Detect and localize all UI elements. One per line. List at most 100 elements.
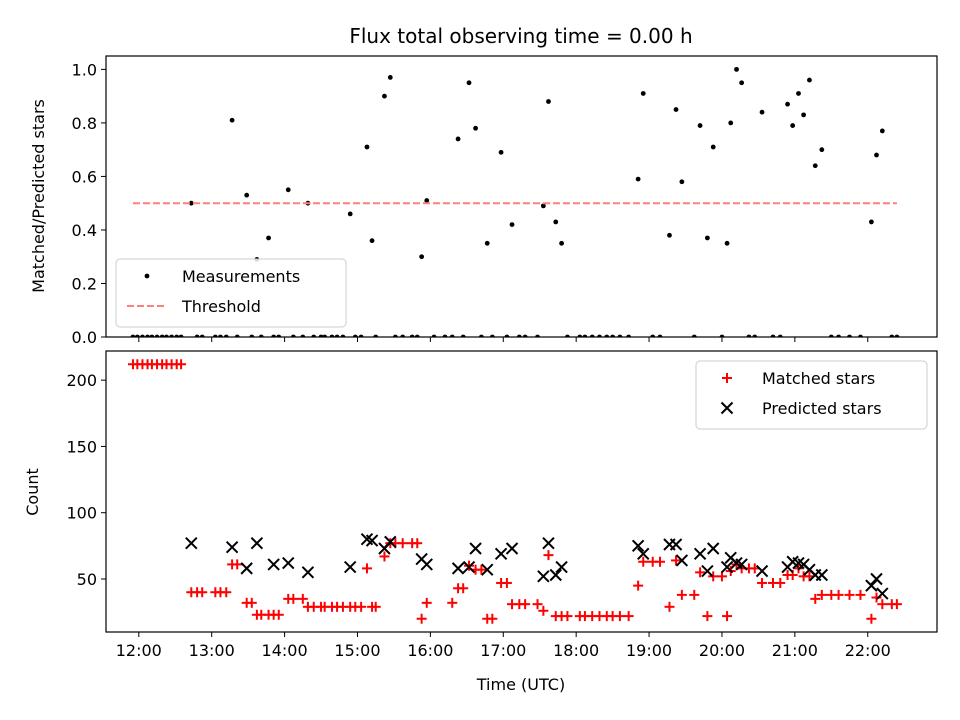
predicted-star-point <box>707 542 720 555</box>
measurement-point <box>697 123 703 128</box>
measurement-point <box>347 211 353 217</box>
bottom-plot-frame <box>105 350 938 633</box>
legend-box <box>115 258 347 328</box>
matched-star-point <box>810 593 821 604</box>
top-y-axis-label: Matched/Predicted stars <box>29 99 48 293</box>
matched-star-point <box>833 589 844 600</box>
x-tick-label: 22:00 <box>845 641 891 660</box>
matched-star-point <box>866 613 877 624</box>
x-tick-label: 18:00 <box>553 641 599 660</box>
x-tick-label: 19:00 <box>626 641 672 660</box>
x-axis-label: Time (UTC) <box>476 675 565 694</box>
x-tick-label: 14:00 <box>262 641 308 660</box>
matched-star-point <box>221 587 232 598</box>
matched-star-point <box>655 556 665 567</box>
matched-star-point <box>844 589 855 600</box>
measurement-point <box>667 232 672 238</box>
predicted-star-point <box>637 547 650 561</box>
y-tick-label: 100 <box>66 504 97 523</box>
y-tick-label: 0.6 <box>72 167 97 186</box>
legend-measurement-key <box>144 273 150 279</box>
matched-star-point <box>421 597 432 608</box>
matched-star-point <box>708 571 719 582</box>
matched-star-point <box>757 577 768 588</box>
measurement-point <box>364 144 370 150</box>
measurement-point <box>285 187 291 193</box>
matched-star-point <box>356 601 367 612</box>
bottom-y-axis-label: Count <box>23 468 42 516</box>
measurement-point <box>728 120 734 126</box>
measurement-point <box>874 152 879 158</box>
measurement-point <box>498 149 504 155</box>
chart-title: Flux total observing time = 0.00 h <box>349 24 692 48</box>
matched-star-point <box>197 587 208 598</box>
measurement-point <box>266 235 271 241</box>
matched-star-point <box>538 605 549 616</box>
measurement-point <box>759 109 765 115</box>
predicted-star-point <box>451 562 465 575</box>
matched-star-point <box>614 611 625 622</box>
measurement-point <box>640 91 646 96</box>
measurement-point <box>188 200 194 206</box>
legend-label: Predicted stars <box>762 399 882 418</box>
predicted-star-point <box>669 538 683 551</box>
matched-star-point <box>487 613 498 624</box>
matched-star-point <box>458 583 469 594</box>
predicted-star-point <box>365 534 379 547</box>
y-tick-label: 150 <box>66 437 97 456</box>
predicted-star-point <box>250 536 264 550</box>
measurement-point <box>724 240 730 246</box>
x-tick-label: 13:00 <box>189 641 235 660</box>
measurement-point <box>785 101 790 107</box>
y-tick-label: 0.0 <box>72 328 97 347</box>
matched-star-point <box>689 589 700 600</box>
measurement-point <box>484 240 490 246</box>
measurement-point <box>635 176 641 182</box>
predicted-star-point <box>870 572 883 586</box>
predicted-star-point <box>555 560 568 574</box>
matched-star-point <box>816 589 827 600</box>
matched-star-point <box>722 611 733 622</box>
measurement-point <box>704 235 710 241</box>
x-tick-label: 15:00 <box>334 641 380 660</box>
predicted-star-point <box>865 579 878 592</box>
measurement-point <box>546 99 551 104</box>
measurement-point <box>868 219 874 225</box>
matched-star-point <box>562 611 573 622</box>
matched-star-point <box>520 599 531 610</box>
matched-star-point <box>695 567 706 578</box>
matched-star-point <box>297 593 308 604</box>
matched-star-point <box>716 571 727 582</box>
matched-star-point <box>633 580 644 591</box>
matched-star-point <box>476 564 487 575</box>
predicted-star-point <box>462 560 476 574</box>
predicted-star-point <box>675 554 689 567</box>
measurement-point <box>419 254 425 260</box>
measurement-point <box>796 91 801 96</box>
matched-star-point <box>702 611 713 622</box>
measurement-point <box>807 77 812 83</box>
predicted-star-point <box>505 542 519 555</box>
matched-star-point <box>501 577 512 588</box>
legend-matched-key <box>722 373 732 383</box>
predicted-star-point <box>631 539 645 553</box>
matched-star-point <box>623 611 634 622</box>
y-tick-label: 0.2 <box>72 274 97 293</box>
predicted-star-point <box>282 556 295 570</box>
predicted-star-point <box>481 563 494 576</box>
measurement-point <box>369 238 375 244</box>
matched-star-point <box>412 538 423 549</box>
predicted-star-point <box>225 540 239 554</box>
matched-star-point <box>671 555 682 566</box>
matched-star-point <box>379 551 390 562</box>
x-tick-label: 17:00 <box>480 641 526 660</box>
x-tick-label: 20:00 <box>699 641 745 660</box>
matched-star-point <box>676 589 687 600</box>
x-tick-label: 12:00 <box>116 641 162 660</box>
measurement-point <box>710 144 716 150</box>
matched-star-point <box>775 577 786 588</box>
measurement-point <box>553 219 559 225</box>
bottom-panel: 50 100 150 200 12:00 13:00 14:00 15:00 16:00 17:0… <box>66 350 938 660</box>
matched-star-point <box>416 613 427 624</box>
